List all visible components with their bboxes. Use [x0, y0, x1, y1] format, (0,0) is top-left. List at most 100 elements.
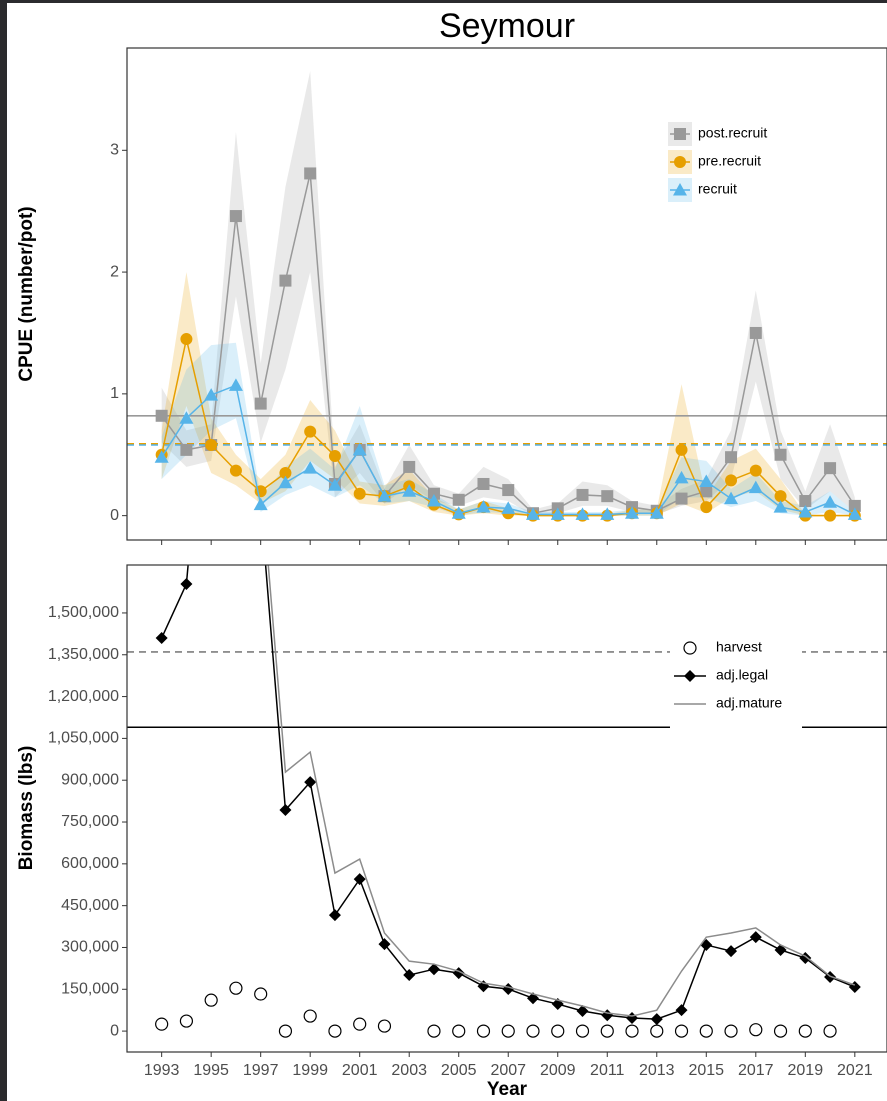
marker	[600, 507, 615, 520]
marker	[674, 156, 686, 168]
x-tick-label: 1993	[144, 1062, 180, 1079]
marker	[575, 1024, 590, 1038]
marker	[452, 493, 465, 506]
marker	[303, 461, 318, 474]
marker	[725, 451, 738, 464]
x-tick-label: 2005	[441, 1062, 477, 1079]
marker	[353, 1017, 367, 1031]
marker	[675, 443, 688, 456]
legend-label: post.recruit	[698, 125, 767, 141]
marker	[378, 938, 391, 951]
marker	[377, 489, 392, 502]
plot-area	[127, 565, 887, 1038]
marker	[525, 507, 540, 520]
marker	[427, 963, 440, 976]
y-tick-label: 300,000	[61, 939, 119, 956]
marker	[327, 478, 342, 491]
marker	[749, 326, 762, 339]
panel-border	[126, 564, 887, 1053]
marker	[179, 411, 194, 424]
marker	[798, 1024, 812, 1038]
legend-label: adj.legal	[716, 667, 768, 683]
marker	[699, 1024, 713, 1038]
marker	[526, 1024, 540, 1038]
marker	[502, 484, 515, 497]
marker	[229, 210, 242, 223]
marker	[205, 439, 218, 452]
y-tick-label: 2	[110, 263, 119, 280]
marker	[155, 632, 168, 645]
y-tick-label: 750,000	[61, 813, 119, 830]
marker	[180, 443, 193, 456]
marker	[476, 500, 491, 513]
marker	[700, 501, 713, 514]
marker	[353, 487, 366, 500]
marker	[774, 490, 787, 503]
marker	[204, 388, 219, 401]
marker	[501, 1024, 515, 1038]
marker	[303, 1009, 317, 1023]
marker	[229, 464, 242, 477]
y-tick-label: 900,000	[61, 771, 119, 788]
marker	[278, 1024, 293, 1038]
marker	[253, 497, 268, 511]
marker	[575, 507, 590, 520]
marker	[154, 450, 169, 463]
marker	[798, 504, 813, 518]
marker	[352, 442, 367, 456]
marker	[477, 477, 490, 490]
marker	[749, 1023, 763, 1037]
marker	[848, 499, 861, 512]
y-tick-label: 450,000	[61, 897, 119, 914]
marker	[328, 1024, 342, 1038]
marker	[773, 1024, 788, 1038]
marker	[601, 490, 614, 503]
marker	[725, 474, 738, 487]
marker	[650, 1024, 664, 1038]
x-axis-title: Year	[487, 1079, 528, 1100]
y-tick-label: 1,500,000	[48, 604, 119, 621]
marker	[725, 945, 738, 958]
marker	[180, 577, 193, 590]
marker	[179, 1014, 194, 1028]
marker	[254, 397, 267, 410]
marker	[684, 670, 696, 682]
x-tick-label: 1995	[193, 1062, 229, 1079]
x-tick-label: 2013	[639, 1062, 675, 1079]
marker	[625, 506, 640, 519]
x-tick-label: 2001	[342, 1062, 378, 1079]
x-tick-label: 2007	[490, 1062, 526, 1079]
marker	[675, 492, 688, 505]
marker	[279, 274, 292, 287]
marker	[304, 425, 317, 438]
marker	[650, 1013, 663, 1026]
marker	[229, 981, 243, 995]
y-tick-label: 0	[110, 507, 119, 524]
marker	[403, 460, 416, 473]
x-tick-label: 2021	[837, 1062, 873, 1079]
marker	[576, 1005, 589, 1018]
marker	[799, 495, 812, 508]
marker	[278, 475, 293, 489]
y-tick-label: 1,200,000	[48, 688, 119, 705]
marker	[451, 506, 466, 519]
marker	[673, 183, 687, 196]
marker	[773, 500, 788, 513]
y-axis-title: Biomass (lbs)	[16, 746, 37, 871]
marker	[550, 507, 565, 520]
marker	[674, 1024, 689, 1038]
marker	[600, 1024, 614, 1038]
marker	[724, 491, 739, 505]
y-tick-label: 0	[110, 1022, 119, 1039]
legend-label: harvest	[716, 639, 762, 655]
series-line	[267, 565, 856, 1017]
x-tick-label: 2015	[688, 1062, 724, 1079]
marker	[823, 495, 838, 508]
marker	[228, 378, 243, 391]
y-axis-title: CPUE (number/pot)	[16, 206, 37, 381]
x-tick-label: 2003	[391, 1062, 427, 1079]
marker	[699, 474, 714, 488]
x-tick-label: 1997	[243, 1062, 279, 1079]
x-tick-label: 2011	[590, 1062, 625, 1079]
